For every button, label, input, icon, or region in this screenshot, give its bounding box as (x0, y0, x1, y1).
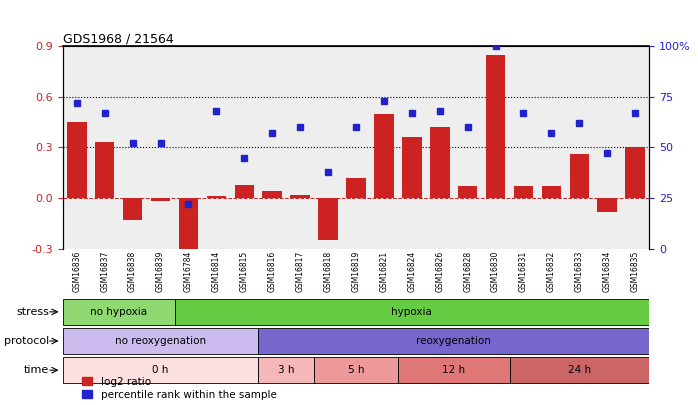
Text: GSM16815: GSM16815 (240, 251, 248, 292)
Bar (63, 357, 258, 383)
Bar (258, 328, 649, 354)
Text: stress: stress (16, 307, 49, 317)
Bar (151, 198, 170, 201)
Text: GSM16830: GSM16830 (491, 251, 500, 292)
Text: GSM16814: GSM16814 (212, 251, 221, 292)
Bar (95, 143, 114, 198)
Bar (63, 299, 174, 325)
Bar (570, 154, 589, 198)
Text: GSM16824: GSM16824 (408, 251, 416, 292)
Bar (625, 147, 645, 198)
Bar (314, 357, 398, 383)
Bar (374, 114, 394, 198)
Text: protocol: protocol (3, 336, 49, 346)
Bar (123, 198, 142, 220)
Bar (207, 196, 226, 198)
Legend: log2 ratio, percentile rank within the sample: log2 ratio, percentile rank within the s… (82, 377, 276, 400)
Bar (398, 357, 510, 383)
Text: GSM16833: GSM16833 (575, 251, 584, 292)
Bar (258, 357, 314, 383)
Bar (346, 178, 366, 198)
Bar (597, 198, 617, 211)
Text: 24 h: 24 h (567, 365, 591, 375)
Bar (63, 328, 258, 354)
Bar (318, 198, 338, 240)
Bar (179, 198, 198, 252)
Text: GSM16836: GSM16836 (73, 251, 81, 292)
Text: 3 h: 3 h (278, 365, 295, 375)
Text: no hypoxia: no hypoxia (90, 307, 147, 317)
Text: 5 h: 5 h (348, 365, 364, 375)
Text: GSM16784: GSM16784 (184, 251, 193, 292)
Bar (514, 186, 533, 198)
Text: GSM16821: GSM16821 (380, 251, 388, 292)
Bar (542, 186, 561, 198)
Text: no reoxygenation: no reoxygenation (115, 336, 206, 346)
Text: GSM16828: GSM16828 (463, 251, 472, 292)
Text: GSM16818: GSM16818 (324, 251, 332, 292)
Text: GDS1968 / 21564: GDS1968 / 21564 (63, 32, 174, 45)
Text: GSM16831: GSM16831 (519, 251, 528, 292)
Bar (402, 137, 422, 198)
Text: GSM16834: GSM16834 (603, 251, 611, 292)
Bar (290, 195, 310, 198)
Bar (262, 191, 282, 198)
Bar (67, 122, 87, 198)
Text: GSM16838: GSM16838 (128, 251, 137, 292)
Text: GSM16826: GSM16826 (436, 251, 444, 292)
Text: GSM16837: GSM16837 (101, 251, 109, 292)
Bar (510, 357, 649, 383)
Text: 0 h: 0 h (152, 365, 169, 375)
Text: hypoxia: hypoxia (392, 307, 432, 317)
Bar (458, 186, 477, 198)
Text: 12 h: 12 h (442, 365, 466, 375)
Text: GSM16835: GSM16835 (631, 251, 639, 292)
Text: GSM16832: GSM16832 (547, 251, 556, 292)
Bar (174, 299, 649, 325)
Text: GSM16816: GSM16816 (268, 251, 276, 292)
Bar (430, 127, 450, 198)
Text: GSM16817: GSM16817 (296, 251, 304, 292)
Text: reoxygenation: reoxygenation (416, 336, 491, 346)
Bar (235, 185, 254, 198)
Text: GSM16819: GSM16819 (352, 251, 360, 292)
Text: time: time (24, 365, 49, 375)
Bar (486, 55, 505, 198)
Text: GSM16839: GSM16839 (156, 251, 165, 292)
